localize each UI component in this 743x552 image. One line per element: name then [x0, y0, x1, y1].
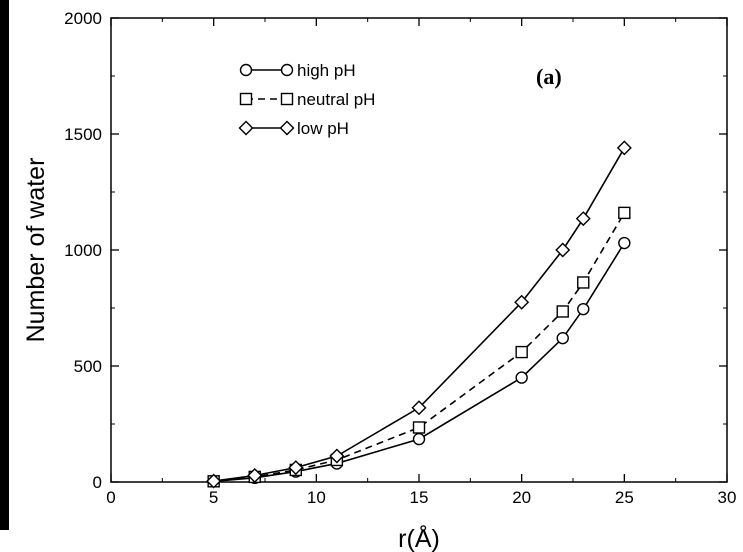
y-tick-label: 0 — [93, 473, 102, 492]
legend-label-high-ph: high pH — [297, 61, 356, 80]
data-point-neutral-ph — [618, 206, 631, 220]
data-point-low-ph — [575, 211, 591, 227]
legend-marker-high-ph — [280, 63, 294, 77]
y-axis-ticks: 0 500 1000 1500 2000 — [64, 9, 727, 492]
y-tick-label: 500 — [74, 357, 102, 376]
series-line-high-ph — [213, 242, 626, 483]
data-point-neutral-ph — [577, 276, 590, 289]
data-point-high-ph — [556, 331, 569, 345]
legend-marker-low-ph — [279, 120, 295, 136]
data-point-high-ph — [515, 371, 528, 384]
legend-label-low-ph: low pH — [297, 119, 349, 138]
series-low-ph — [206, 140, 632, 489]
x-axis-title: r(Å) — [398, 523, 440, 552]
y-tick-label: 1000 — [64, 241, 102, 260]
x-tick-label: 25 — [615, 488, 634, 507]
data-point-low-ph — [616, 140, 632, 156]
y-tick-label: 1500 — [64, 125, 102, 144]
legend: high pH neutral pH low pH — [238, 61, 375, 138]
data-point-low-ph — [514, 294, 530, 310]
data-point-high-ph — [577, 302, 590, 316]
left-edge-bar — [0, 0, 9, 530]
data-point-low-ph — [247, 468, 263, 483]
legend-marker-low-ph — [238, 120, 254, 136]
data-point-low-ph — [411, 400, 427, 416]
legend-label-neutral-ph: neutral pH — [297, 90, 375, 109]
x-tick-label: 5 — [209, 488, 218, 507]
x-tick-label: 10 — [307, 488, 326, 507]
data-point-low-ph — [329, 448, 345, 464]
data-point-neutral-ph — [515, 345, 528, 359]
series-layer — [206, 140, 632, 489]
x-tick-label: 30 — [718, 488, 737, 507]
series-high-ph — [207, 236, 631, 488]
y-axis-title: Number of water — [22, 158, 50, 343]
series-line-neutral-ph — [213, 212, 626, 483]
x-tick-label: 20 — [512, 488, 531, 507]
data-point-high-ph — [618, 236, 631, 250]
legend-marker-high-ph — [239, 63, 253, 77]
panel-label: (a) — [536, 64, 562, 89]
legend-marker-neutral-ph — [239, 92, 253, 106]
legend-marker-neutral-ph — [280, 92, 294, 106]
data-point-low-ph — [288, 460, 304, 476]
data-point-high-ph — [412, 432, 426, 446]
data-point-low-ph — [206, 473, 222, 489]
y-tick-label: 2000 — [64, 9, 102, 28]
x-axis-ticks: 0 5 10 15 20 25 30 — [106, 18, 736, 507]
data-point-low-ph — [555, 242, 571, 258]
x-tick-label: 15 — [410, 488, 429, 507]
x-tick-label: 0 — [106, 488, 115, 507]
data-point-neutral-ph — [412, 421, 426, 434]
data-point-neutral-ph — [556, 305, 569, 318]
